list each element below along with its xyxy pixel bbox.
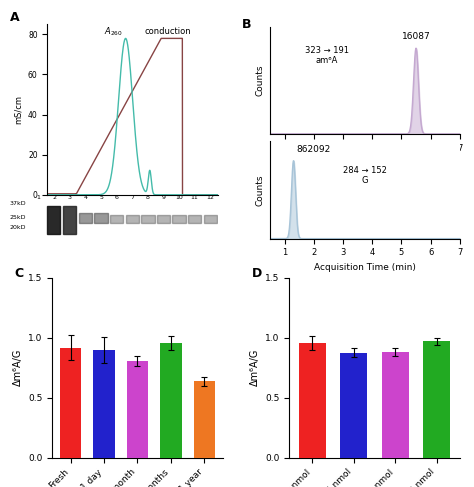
Bar [63,206,76,234]
X-axis label: Acquisition Time (min): Acquisition Time (min) [314,263,416,272]
Bar [340,353,367,458]
Text: 5: 5 [99,195,103,200]
Text: 12: 12 [206,195,214,200]
Text: 284 → 152
G: 284 → 152 G [343,166,387,185]
Text: 2: 2 [52,195,56,200]
Text: 10: 10 [175,195,183,200]
Text: 20kD: 20kD [9,225,26,230]
Text: 4: 4 [83,195,87,200]
Bar [141,215,155,223]
Text: 6: 6 [115,195,118,200]
Bar [188,215,201,223]
Y-axis label: Counts: Counts [255,65,264,96]
Y-axis label: Counts: Counts [255,174,264,206]
Bar [93,350,115,458]
Text: 37kD: 37kD [9,201,26,206]
Bar [423,341,450,458]
Text: 16087: 16087 [401,32,430,41]
Bar [94,213,108,223]
Text: 1: 1 [36,195,41,200]
Bar [110,215,123,223]
Bar [193,381,215,458]
Text: 862092: 862092 [296,146,331,154]
Text: C: C [15,267,24,280]
Text: D: D [252,267,262,280]
Text: conduction: conduction [144,27,191,37]
Text: $A_{260}$: $A_{260}$ [104,25,123,38]
Text: 7: 7 [130,195,134,200]
Text: 323 → 191
am⁶A: 323 → 191 am⁶A [305,46,349,65]
Bar [79,213,92,223]
Bar [173,215,186,223]
Bar [204,215,217,223]
Bar [127,361,148,458]
Y-axis label: Δm⁶A/G: Δm⁶A/G [12,349,22,386]
Text: 25kD: 25kD [9,215,26,220]
Bar [126,215,139,223]
Text: 9: 9 [162,195,165,200]
Text: 3: 3 [68,195,72,200]
Bar [60,348,82,458]
Y-axis label: mS/cm: mS/cm [13,95,22,124]
Text: 11: 11 [191,195,199,200]
Bar [157,215,170,223]
Bar [47,206,61,234]
Text: B: B [242,18,251,31]
Text: A: A [10,11,19,24]
Bar [160,343,182,458]
Text: 8: 8 [146,195,150,200]
Bar [382,352,409,458]
Bar [299,343,326,458]
Y-axis label: Δm⁶A/G: Δm⁶A/G [249,349,259,386]
